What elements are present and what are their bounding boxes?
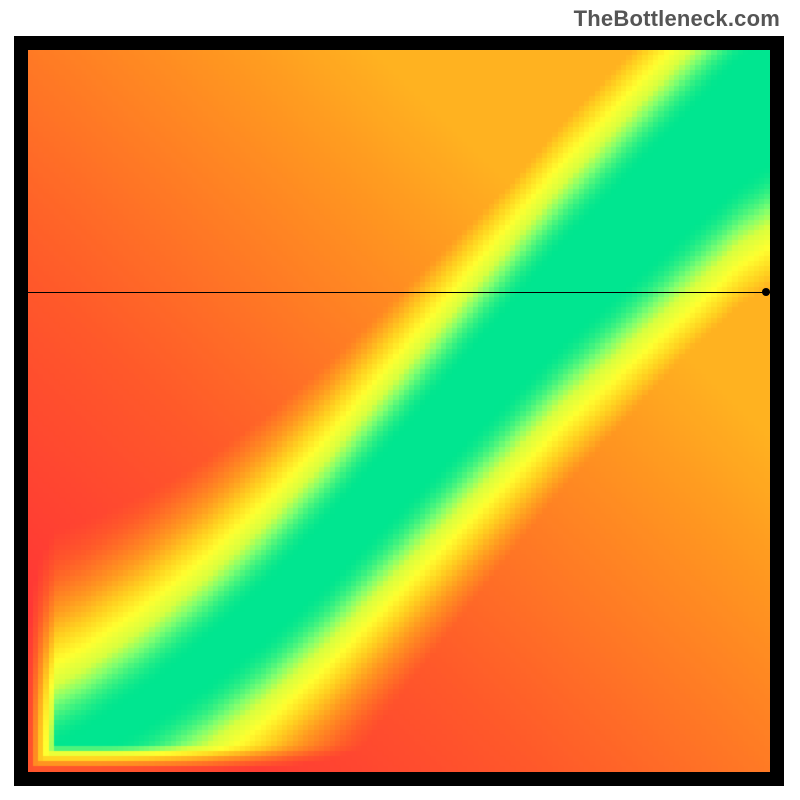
horizontal-marker-line	[28, 292, 770, 293]
watermark-text: TheBottleneck.com	[574, 6, 780, 32]
plot-frame	[14, 36, 784, 786]
chart-container: TheBottleneck.com	[0, 0, 800, 800]
plot-inner	[28, 50, 770, 772]
heatmap-canvas	[28, 50, 770, 772]
marker-dot	[762, 288, 770, 296]
